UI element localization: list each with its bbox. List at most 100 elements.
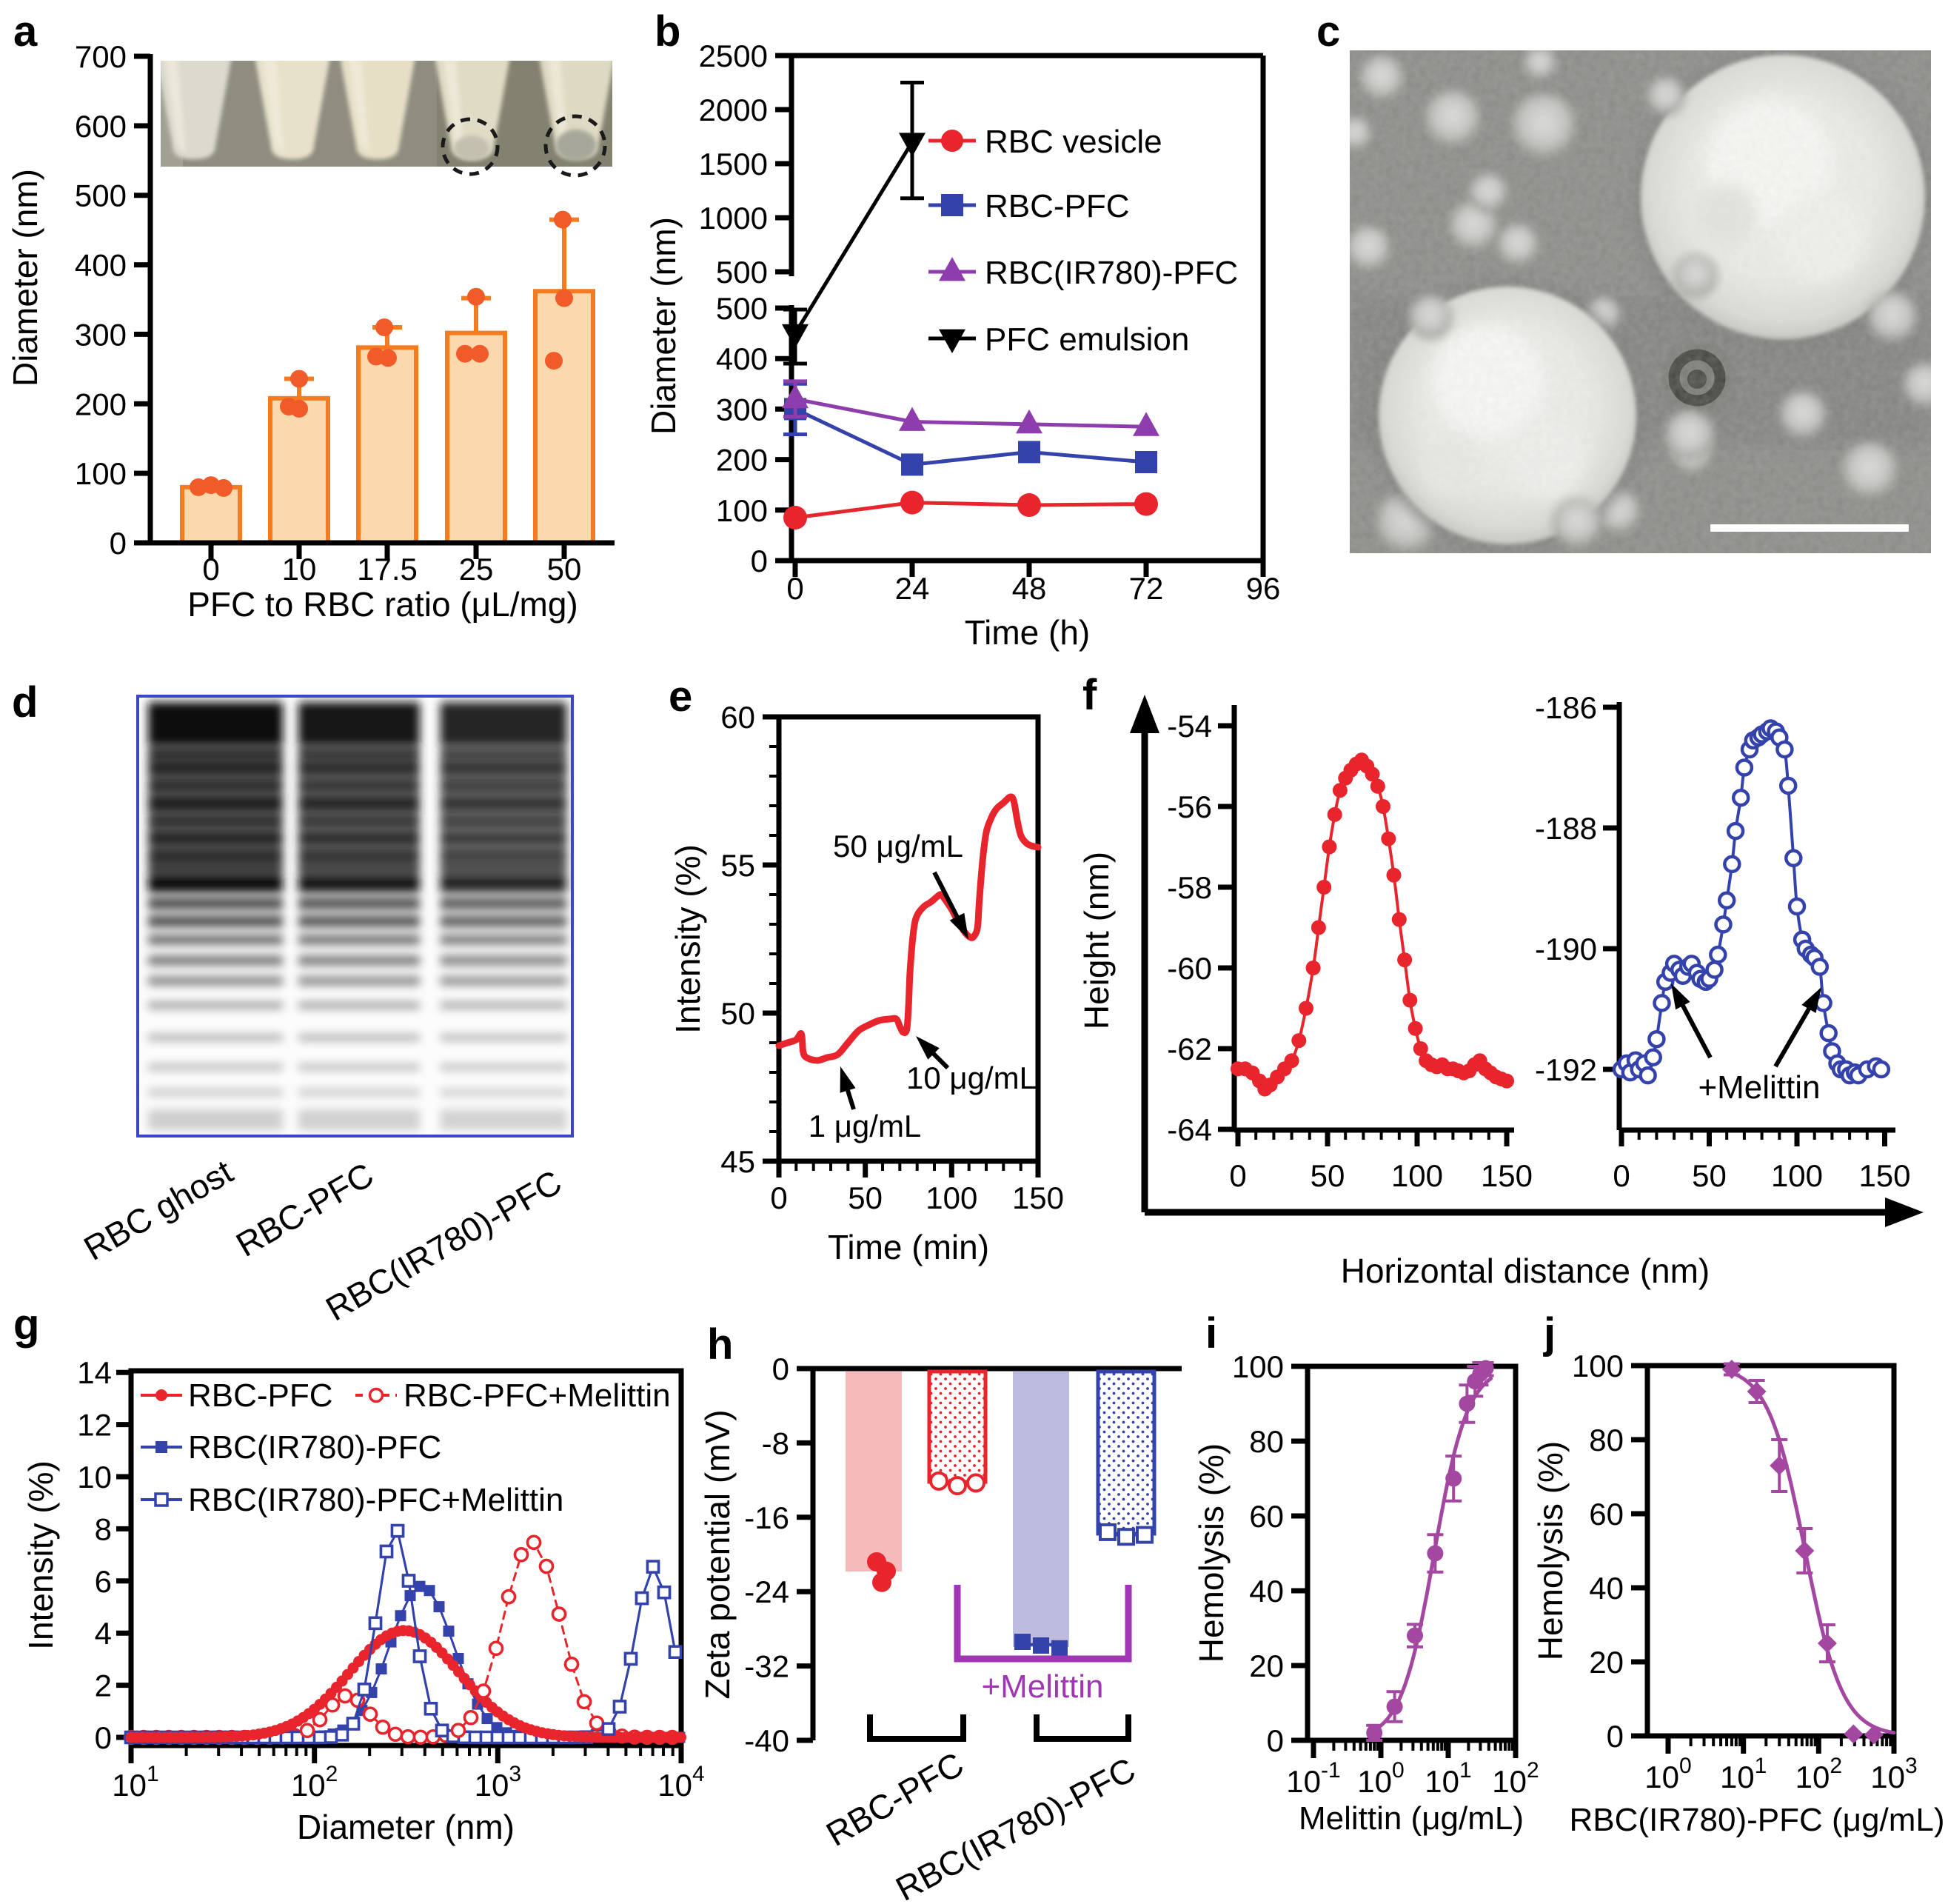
svg-text:80: 80 [1589,1423,1624,1457]
svg-text:RBC(IR780)-PFC (μg/mL): RBC(IR780)-PFC (μg/mL) [1570,1802,1945,1838]
svg-text:40: 40 [1589,1571,1624,1606]
svg-text:50: 50 [1311,1158,1345,1193]
svg-text:50 μg/mL: 50 μg/mL [833,829,963,864]
svg-text:0: 0 [772,1352,789,1386]
svg-text:-188: -188 [1535,811,1597,846]
svg-text:72: 72 [1129,571,1164,606]
svg-text:2500: 2500 [699,39,768,73]
svg-text:Intensity (%): Intensity (%) [669,844,707,1034]
svg-text:50: 50 [720,996,755,1031]
svg-text:2000: 2000 [699,93,768,127]
svg-text:Zeta potential (mV): Zeta potential (mV) [698,1409,737,1699]
svg-text:0: 0 [751,544,768,578]
svg-text:-56: -56 [1167,789,1212,824]
svg-text:12: 12 [77,1408,112,1443]
svg-text:10 μg/mL: 10 μg/mL [906,1060,1037,1095]
svg-text:Height (nm): Height (nm) [1077,852,1116,1029]
svg-text:500: 500 [716,291,768,326]
svg-text:4: 4 [95,1616,112,1651]
svg-text:2: 2 [95,1668,112,1703]
svg-text:PFC emulsion: PFC emulsion [985,321,1189,358]
svg-text:-58: -58 [1167,870,1212,905]
svg-text:100: 100 [1232,1349,1284,1384]
svg-text:200: 200 [716,443,768,478]
svg-text:-192: -192 [1535,1052,1597,1087]
svg-text:RBC(IR780)-PFC+Melittin: RBC(IR780)-PFC+Melittin [188,1482,563,1518]
svg-text:-16: -16 [744,1500,789,1535]
svg-text:6: 6 [95,1564,112,1599]
svg-text:300: 300 [75,317,127,352]
svg-text:55: 55 [720,848,755,883]
svg-text:50: 50 [547,552,582,587]
svg-text:RBC-PFC: RBC-PFC [985,188,1130,224]
svg-text:Time (min): Time (min) [828,1228,989,1266]
svg-text:h: h [707,1320,733,1369]
svg-text:Hemolysis (%): Hemolysis (%) [1192,1443,1231,1663]
svg-text:8: 8 [95,1511,112,1546]
svg-text:0: 0 [786,571,803,606]
svg-text:150: 150 [1481,1158,1533,1193]
svg-text:Intensity (%): Intensity (%) [21,1460,60,1650]
svg-text:i: i [1205,1309,1217,1357]
svg-text:b: b [655,7,680,56]
svg-text:600: 600 [75,109,127,144]
svg-text:RBC-PFC: RBC-PFC [188,1377,333,1414]
svg-text:80: 80 [1249,1424,1284,1459]
svg-text:50: 50 [1692,1158,1727,1193]
svg-text:14: 14 [77,1355,112,1390]
svg-text:1000: 1000 [699,201,768,236]
svg-text:-62: -62 [1167,1032,1212,1066]
svg-text:20: 20 [1249,1649,1284,1683]
svg-text:100: 100 [926,1180,977,1215]
svg-text:100: 100 [716,493,768,528]
svg-text:60: 60 [1589,1497,1624,1531]
svg-text:PFC to RBC ratio (μL/mg): PFC to RBC ratio (μL/mg) [187,585,578,624]
svg-text:c: c [1316,7,1340,56]
svg-text:+Melittin: +Melittin [1698,1069,1820,1106]
svg-text:0: 0 [1607,1719,1624,1754]
svg-text:RBC(IR780)-PFC: RBC(IR780)-PFC [985,255,1238,291]
svg-text:500: 500 [75,178,127,213]
svg-text:e: e [669,672,692,721]
svg-text:d: d [12,678,38,726]
svg-text:Diameter (nm): Diameter (nm) [297,1808,515,1846]
svg-text:700: 700 [75,39,127,74]
svg-text:10: 10 [282,552,317,587]
svg-text:0: 0 [110,526,127,561]
svg-text:0: 0 [202,552,219,587]
svg-text:60: 60 [1249,1499,1284,1534]
svg-text:100: 100 [75,456,127,491]
svg-text:0: 0 [95,1720,112,1755]
svg-text:10: 10 [77,1460,112,1494]
svg-text:-24: -24 [744,1574,789,1609]
svg-text:24: 24 [895,571,930,606]
svg-text:-186: -186 [1535,690,1597,725]
svg-text:60: 60 [720,700,755,735]
svg-text:0: 0 [1613,1158,1630,1193]
svg-text:1500: 1500 [699,147,768,181]
svg-text:RBC-PFC+Melittin: RBC-PFC+Melittin [404,1377,671,1414]
svg-text:100: 100 [1357,1758,1404,1799]
svg-text:100: 100 [1771,1158,1823,1193]
svg-text:100: 100 [1572,1349,1624,1383]
svg-text:200: 200 [75,387,127,421]
svg-text:48: 48 [1012,571,1047,606]
svg-text:400: 400 [75,248,127,283]
svg-text:-54: -54 [1167,709,1212,744]
svg-text:45: 45 [720,1144,755,1179]
svg-text:Diameter (nm): Diameter (nm) [644,217,683,435]
svg-text:17.5: 17.5 [357,552,418,587]
svg-text:40: 40 [1249,1574,1284,1609]
svg-text:50: 50 [848,1180,883,1215]
svg-text:0: 0 [1229,1158,1246,1193]
svg-text:150: 150 [1012,1180,1064,1215]
svg-text:g: g [13,1300,39,1349]
svg-text:RBC vesicle: RBC vesicle [985,124,1162,160]
svg-text:1 μg/mL: 1 μg/mL [809,1109,922,1143]
svg-text:500: 500 [716,255,768,290]
svg-text:96: 96 [1246,571,1281,606]
svg-text:Time (h): Time (h) [965,613,1091,652]
svg-text:a: a [13,7,38,56]
svg-text:100: 100 [1391,1158,1443,1193]
svg-text:400: 400 [716,341,768,376]
